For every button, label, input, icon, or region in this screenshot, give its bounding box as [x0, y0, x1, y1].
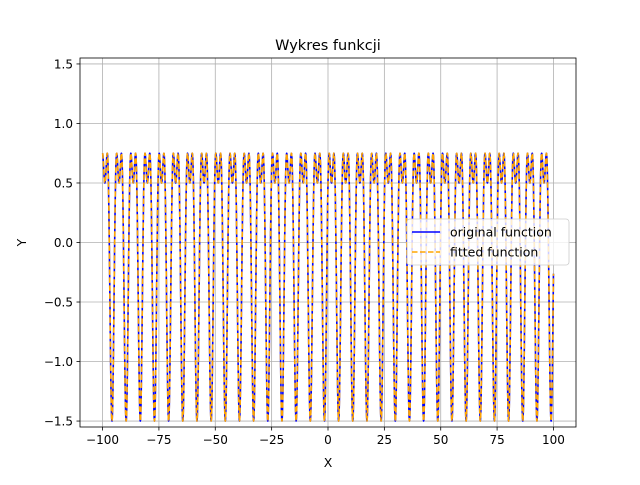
y-tick-label: −1.5 [44, 414, 73, 428]
legend-label-original: original function [450, 225, 552, 240]
x-tick-label: −100 [86, 433, 119, 447]
x-tick-label: 25 [377, 433, 392, 447]
legend-box [406, 218, 570, 266]
legend-label-fitted: fitted function [450, 245, 538, 260]
y-tick-label: 0.0 [54, 236, 73, 250]
y-axis-label: Y [14, 238, 29, 247]
legend: original function fitted function [406, 218, 570, 266]
series-line-fitted [101, 152, 555, 422]
y-tick-label: 1.0 [54, 117, 73, 131]
x-axis-label: X [324, 455, 333, 470]
y-tick-label: 1.5 [54, 57, 73, 71]
y-tick-label: −0.5 [44, 295, 73, 309]
x-tick-label: −50 [203, 433, 228, 447]
x-tick-label: 0 [324, 433, 332, 447]
x-tick-label: 75 [489, 433, 504, 447]
axis-ticks: −100 −75 −50 −25 0 25 50 75 100 −1.5 −1.0 −0.5 0.0 0.… [44, 57, 565, 447]
x-tick-label: −75 [146, 433, 171, 447]
y-tick-label: 0.5 [54, 176, 73, 190]
series-group [101, 152, 555, 422]
x-tick-label: 50 [433, 433, 448, 447]
y-tick-label: −1.0 [44, 355, 73, 369]
x-tick-label: −25 [259, 433, 284, 447]
x-tick-label: 100 [542, 433, 565, 447]
chart-title: Wykres funkcji [275, 38, 381, 54]
